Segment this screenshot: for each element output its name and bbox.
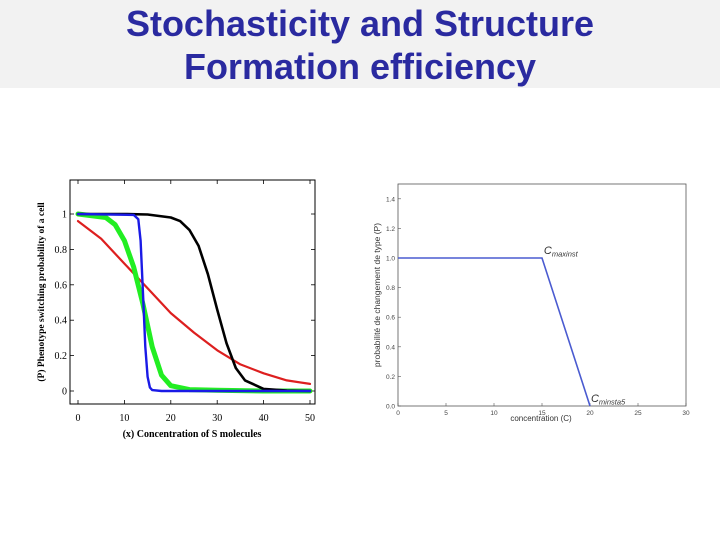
right-y-tick-label: 0.2 xyxy=(386,374,395,381)
left-x-tick-label: 20 xyxy=(166,413,176,424)
title-band xyxy=(0,0,720,88)
right-annotation: Cmaxinst xyxy=(544,245,579,258)
right-x-tick-label: 10 xyxy=(490,410,498,417)
left-y-tick-label: 0.2 xyxy=(55,351,68,362)
left-x-axis-label: (x) Concentration of S molecules xyxy=(123,429,262,440)
right-series-line xyxy=(398,257,591,407)
right-ticks xyxy=(397,198,687,407)
right-y-tick-label: 0.0 xyxy=(386,404,395,411)
right-annotations: Cmaxinst Cminsta5 xyxy=(544,245,626,407)
right-y-axis-label: probabilité de changement de type (P) xyxy=(372,223,382,367)
left-series-red-line xyxy=(76,220,312,385)
left-series-green-line xyxy=(75,211,313,394)
slide-title-line-2: Formation efficiency xyxy=(183,46,537,87)
right-x-tick-label: 0 xyxy=(396,410,400,417)
left-y-tick-label: 0.4 xyxy=(55,316,68,327)
slide-title-line-1: Stochasticity and Structure xyxy=(125,3,595,44)
right-series-lines xyxy=(398,257,591,407)
right-y-tick-label: 1.2 xyxy=(386,226,395,233)
right-y-tick-labels: 0.0 0.2 0.4 0.6 0.8 1.0 1.2 1.4 xyxy=(386,196,395,410)
left-y-tick-labels: 0 0.2 0.4 0.6 0.8 1 xyxy=(55,210,68,398)
left-plot-frame xyxy=(69,179,316,405)
left-x-tick-label: 40 xyxy=(259,413,269,424)
left-y-tick-label: 0.6 xyxy=(55,280,68,291)
left-x-tick-label: 0 xyxy=(76,413,81,424)
left-y-tick-label: 0.8 xyxy=(55,245,68,256)
left-y-tick-label: 0 xyxy=(62,387,67,398)
left-x-tick-label: 50 xyxy=(305,413,315,424)
left-series-black-line xyxy=(76,212,312,393)
right-y-tick-label: 0.4 xyxy=(386,344,395,351)
right-x-tick-label: 15 xyxy=(538,410,546,417)
right-x-axis-label: concentration (C) xyxy=(510,414,572,423)
left-series-lines xyxy=(75,211,313,394)
left-x-tick-label: 30 xyxy=(212,413,222,424)
slide-title: Stochasticity and Structure Formation ef… xyxy=(0,2,720,88)
left-ticks xyxy=(70,180,315,404)
left-x-tick-label: 10 xyxy=(119,413,129,424)
right-x-tick-label: 25 xyxy=(634,410,642,417)
right-x-tick-label: 30 xyxy=(682,410,690,417)
right-x-tick-labels: 0 5 10 15 20 25 30 xyxy=(396,410,690,417)
right-x-tick-label: 20 xyxy=(586,410,594,417)
left-y-tick-label: 1 xyxy=(62,210,67,221)
right-y-tick-label: 1.0 xyxy=(386,256,395,263)
right-plot-frame xyxy=(397,183,687,407)
right-y-tick-label: 0.8 xyxy=(386,285,395,292)
left-x-tick-labels: 0 10 20 30 40 50 xyxy=(76,413,316,424)
right-y-tick-label: 1.4 xyxy=(386,196,395,203)
left-series-blue-line xyxy=(76,212,312,393)
right-annotation: Cminsta5 xyxy=(591,393,626,407)
right-x-tick-label: 5 xyxy=(444,410,448,417)
right-y-tick-label: 0.6 xyxy=(386,315,395,322)
left-y-axis-label: (P) Phenotype switching probability of a… xyxy=(36,202,47,382)
